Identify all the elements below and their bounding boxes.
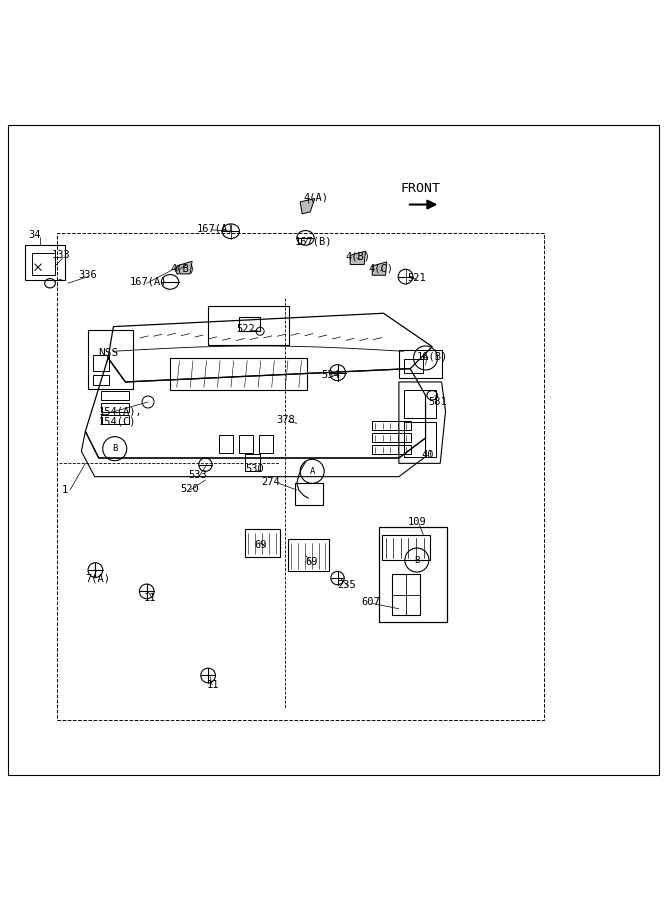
Text: 1: 1 xyxy=(61,485,67,495)
Bar xyxy=(379,527,447,622)
Bar xyxy=(239,317,260,331)
Text: 154(A),: 154(A), xyxy=(99,406,143,417)
Text: 235: 235 xyxy=(337,580,356,590)
Bar xyxy=(372,433,411,442)
Text: 34: 34 xyxy=(28,230,41,240)
Bar xyxy=(404,390,436,418)
Text: 4(B): 4(B) xyxy=(346,252,370,262)
Text: 133: 133 xyxy=(52,250,71,260)
Polygon shape xyxy=(372,262,387,275)
Bar xyxy=(404,422,436,456)
Text: 274: 274 xyxy=(261,477,280,487)
Text: 522: 522 xyxy=(237,324,255,334)
Bar xyxy=(372,445,411,454)
Text: B: B xyxy=(414,555,420,564)
Bar xyxy=(288,539,329,572)
Text: 534: 534 xyxy=(321,370,340,381)
Text: 69: 69 xyxy=(305,557,318,567)
Text: 4(B): 4(B) xyxy=(170,264,195,274)
Text: 167(B): 167(B) xyxy=(295,237,332,247)
Polygon shape xyxy=(300,199,315,214)
Text: NSS: NSS xyxy=(99,348,119,358)
Text: 607: 607 xyxy=(362,597,380,608)
Text: 520: 520 xyxy=(180,483,199,494)
Polygon shape xyxy=(350,251,366,265)
Bar xyxy=(101,403,129,412)
Text: 378: 378 xyxy=(277,415,295,425)
Text: 4(A): 4(A) xyxy=(303,193,328,202)
Bar xyxy=(101,392,129,400)
Bar xyxy=(93,374,109,384)
Bar xyxy=(101,415,129,424)
Bar xyxy=(25,245,65,280)
Bar xyxy=(259,435,273,454)
Bar xyxy=(399,350,442,378)
Bar xyxy=(392,574,420,616)
Bar xyxy=(295,483,323,505)
Text: 7(A): 7(A) xyxy=(85,573,110,583)
Text: 154(C): 154(C) xyxy=(99,417,136,427)
Bar xyxy=(32,253,55,274)
Text: 16(B): 16(B) xyxy=(417,352,448,362)
Text: 11: 11 xyxy=(143,593,156,603)
Bar xyxy=(57,233,544,720)
Text: 40: 40 xyxy=(422,450,434,460)
Bar xyxy=(88,330,133,389)
Bar xyxy=(372,420,411,430)
Text: 533: 533 xyxy=(188,471,207,481)
Text: 336: 336 xyxy=(79,270,97,280)
Polygon shape xyxy=(177,261,192,274)
Text: 530: 530 xyxy=(245,464,264,473)
Bar xyxy=(239,435,253,454)
Text: 521: 521 xyxy=(407,273,426,283)
Text: 581: 581 xyxy=(428,397,447,407)
Bar xyxy=(170,358,307,390)
Bar xyxy=(382,535,430,560)
Text: 109: 109 xyxy=(408,517,427,527)
Text: 4(C): 4(C) xyxy=(369,264,394,274)
Text: A: A xyxy=(309,467,315,476)
Text: FRONT: FRONT xyxy=(400,182,440,195)
Bar xyxy=(245,454,260,472)
Text: 69: 69 xyxy=(255,540,267,550)
Text: 11: 11 xyxy=(207,680,219,689)
Text: 167(A): 167(A) xyxy=(130,277,167,287)
Bar xyxy=(219,435,233,454)
Bar xyxy=(404,359,423,373)
Text: B: B xyxy=(112,445,117,454)
Bar xyxy=(245,528,280,557)
Text: A: A xyxy=(423,354,428,363)
Bar xyxy=(208,306,289,345)
Text: 167(A): 167(A) xyxy=(197,223,234,234)
Bar xyxy=(93,356,109,372)
